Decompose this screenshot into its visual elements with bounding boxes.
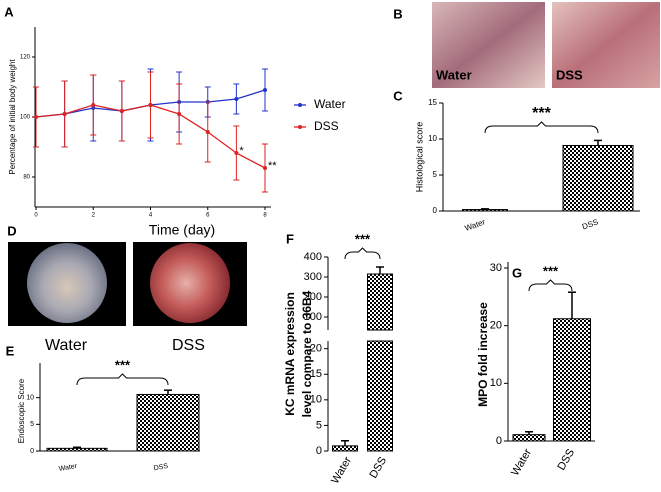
- bar: [462, 209, 508, 212]
- bar: [367, 340, 393, 452]
- legend-label: Water: [314, 97, 346, 111]
- x-tick-label: Water: [464, 217, 487, 233]
- significance-label: ***: [355, 231, 371, 246]
- panel-label: B: [393, 6, 402, 21]
- image-label: DSS: [172, 337, 205, 354]
- significance-bracket: [528, 279, 573, 292]
- x-tick-label: DSS: [581, 217, 600, 231]
- x-tick-label: Water: [329, 455, 354, 486]
- y-axis-label: Histological score: [414, 122, 424, 193]
- significance-label: ***: [532, 105, 551, 122]
- data-point: [234, 151, 239, 155]
- y-axis-label: MPO fold increase: [476, 302, 490, 407]
- x-tick-label: DSS: [555, 447, 577, 473]
- panel-label: C: [393, 88, 403, 103]
- y-tick-label: 10: [26, 395, 34, 402]
- data-point: [119, 109, 124, 113]
- y-axis-label: Percentage of initial body weight: [8, 59, 17, 175]
- significance-bracket: [76, 373, 169, 386]
- image-label: Water: [436, 67, 472, 82]
- y-tick-label: 80: [23, 175, 30, 181]
- bar: [553, 318, 591, 442]
- data-point: [91, 103, 96, 107]
- histology-image: [432, 2, 545, 88]
- bar: [332, 445, 358, 452]
- data-point: [234, 97, 239, 101]
- y-axis-label: level compare to 36B4: [300, 290, 314, 417]
- data-point: [148, 103, 153, 107]
- panel-label: D: [7, 223, 16, 238]
- y-tick-label: 120: [20, 55, 31, 61]
- histology-image: [552, 2, 660, 88]
- x-tick-label: 6: [206, 213, 210, 219]
- data-point: [34, 115, 38, 119]
- x-tick-label: DSS: [153, 463, 169, 472]
- x-tick-label: 4: [149, 213, 153, 219]
- y-tick-label: 10: [428, 134, 437, 143]
- panel-label: F: [286, 231, 294, 246]
- panel-label: G: [512, 265, 522, 280]
- legend-marker: [298, 103, 302, 107]
- bar: [46, 447, 108, 452]
- y-tick-label: 400: [304, 251, 322, 263]
- bar: [512, 434, 546, 442]
- x-tick-label: 2: [92, 213, 96, 219]
- y-tick-label: 15: [428, 98, 437, 107]
- bar-upper: [367, 273, 393, 331]
- y-tick-label: 15: [310, 368, 322, 380]
- y-tick-label: 100: [304, 311, 322, 323]
- y-tick-label: 0: [433, 206, 438, 215]
- y-tick-label: 100: [20, 115, 31, 121]
- bar: [562, 144, 634, 212]
- y-tick-label: 5: [433, 170, 438, 179]
- data-point: [205, 130, 210, 134]
- endoscopy-view: [150, 243, 230, 323]
- y-tick-label: 10: [310, 394, 322, 406]
- y-tick-label: 5: [30, 421, 34, 428]
- y-tick-label: 10: [490, 377, 502, 389]
- x-tick-label: Water: [58, 463, 78, 473]
- x-tick-label: 0: [34, 213, 38, 219]
- y-axis-label: KC mRNA expression: [283, 292, 297, 416]
- y-tick-label: 20: [310, 343, 322, 355]
- x-axis-label: Time (day): [149, 222, 215, 238]
- endoscopy-view: [27, 243, 107, 323]
- x-tick-label: DSS: [367, 455, 389, 481]
- y-tick-label: 30: [490, 262, 502, 274]
- y-tick-label: 200: [304, 291, 322, 303]
- data-point: [263, 88, 267, 92]
- legend-marker: [298, 125, 302, 129]
- image-label: Water: [45, 337, 88, 354]
- x-tick-label: Water: [509, 447, 534, 478]
- significance-bracket: [344, 247, 381, 260]
- bar: [136, 393, 200, 452]
- legend-label: DSS: [314, 119, 339, 133]
- annotation: **: [268, 160, 277, 172]
- data-point: [263, 166, 267, 170]
- data-point: [62, 112, 67, 116]
- significance-bracket: [484, 121, 599, 134]
- y-tick-label: 5: [316, 419, 322, 431]
- panel-label: A: [4, 4, 14, 19]
- y-tick-label: 20: [490, 320, 502, 332]
- significance-label: ***: [115, 357, 131, 372]
- y-tick-label: 0: [316, 445, 322, 457]
- y-tick-label: 0: [30, 448, 34, 455]
- y-axis-label: Endoscopic Score: [17, 378, 26, 443]
- y-tick-label: 0: [496, 435, 502, 447]
- significance-label: ***: [543, 263, 559, 278]
- y-tick-label: 300: [304, 271, 322, 283]
- annotation: *: [239, 145, 244, 157]
- x-tick-label: 8: [263, 213, 267, 219]
- image-label: DSS: [556, 67, 583, 82]
- data-point: [177, 112, 182, 116]
- panel-label: E: [6, 343, 15, 358]
